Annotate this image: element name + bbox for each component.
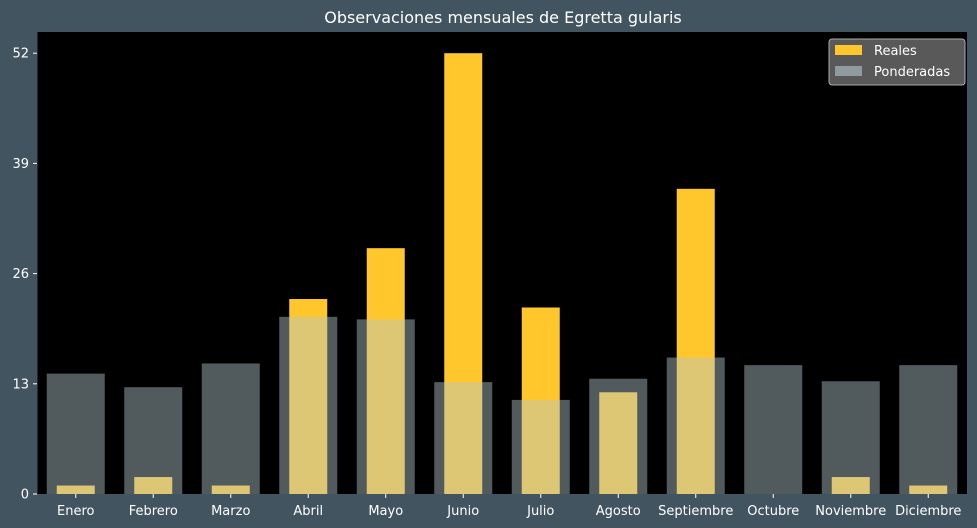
bar-ponderadas-abril (279, 316, 338, 494)
series-reales (56, 53, 948, 495)
x-tick-label-noviembre: Noviembre (815, 504, 886, 519)
y-tick-label-26: 26 (12, 267, 29, 282)
bar-reales-noviembre (831, 477, 870, 494)
legend-swatch-ponderadas (835, 66, 862, 76)
y-tick-label-0: 0 (21, 488, 29, 503)
bar-ponderadas-febrero (124, 387, 183, 494)
x-axis: Enero Febrero Marzo Abril Mayo Junio Julio Agos… (57, 494, 961, 519)
x-tick-label-enero: Enero (57, 504, 95, 519)
bar-reales-junio (444, 53, 483, 495)
x-tick-label-agosto: Agosto (596, 504, 641, 519)
bar-reales-febrero (134, 477, 173, 494)
bar-ponderadas-agosto (589, 378, 648, 494)
x-tick-label-febrero: Febrero (129, 504, 178, 519)
bar-ponderadas-julio (511, 399, 570, 494)
plot-area (37, 32, 967, 494)
legend-label-reales: Reales (874, 44, 917, 59)
bar-ponderadas-junio (434, 382, 493, 494)
bar-reales-julio (521, 307, 560, 494)
x-tick-label-marzo: Marzo (211, 504, 250, 519)
legend-frame (828, 38, 966, 86)
bar-reales-marzo (211, 485, 250, 494)
bar-reales-abril (289, 299, 328, 494)
y-axis: 0 13 26 39 52 (12, 32, 38, 503)
x-tick-label-julio: Julio (526, 504, 554, 519)
bar-ponderadas-diciembre (899, 365, 958, 494)
x-tick-label-abril: Abril (293, 504, 323, 519)
y-tick-label-13: 13 (12, 377, 29, 392)
bar-reales-mayo (366, 248, 405, 494)
chart-title: Observaciones mensuales de Egretta gular… (324, 8, 682, 27)
bar-reales-septiembre (676, 188, 715, 494)
bar-ponderadas-noviembre (821, 381, 880, 494)
x-tick-label-octubre: Octubre (747, 504, 799, 519)
bar-ponderadas-marzo (201, 363, 260, 494)
x-tick-label-septiembre: Septiembre (658, 504, 733, 519)
bar-ponderadas-octubre (744, 365, 803, 494)
legend-label-ponderadas: Ponderadas (874, 65, 950, 80)
bar-reales-diciembre (909, 485, 948, 494)
bar-reales-agosto (599, 392, 638, 494)
x-tick-label-mayo: Mayo (368, 504, 403, 519)
legend: Reales Ponderadas (828, 38, 966, 86)
bar-reales-enero (56, 485, 95, 494)
y-tick-label-39: 39 (12, 157, 29, 172)
x-tick-label-diciembre: Diciembre (895, 504, 961, 519)
series-ponderadas (46, 316, 958, 494)
y-tick-label-52: 52 (12, 47, 29, 62)
bar-ponderadas-mayo (356, 319, 415, 494)
bar-ponderadas-enero (46, 373, 105, 494)
legend-swatch-reales (835, 45, 862, 55)
x-tick-label-junio: Junio (446, 504, 479, 519)
bar-ponderadas-septiembre (666, 357, 725, 494)
